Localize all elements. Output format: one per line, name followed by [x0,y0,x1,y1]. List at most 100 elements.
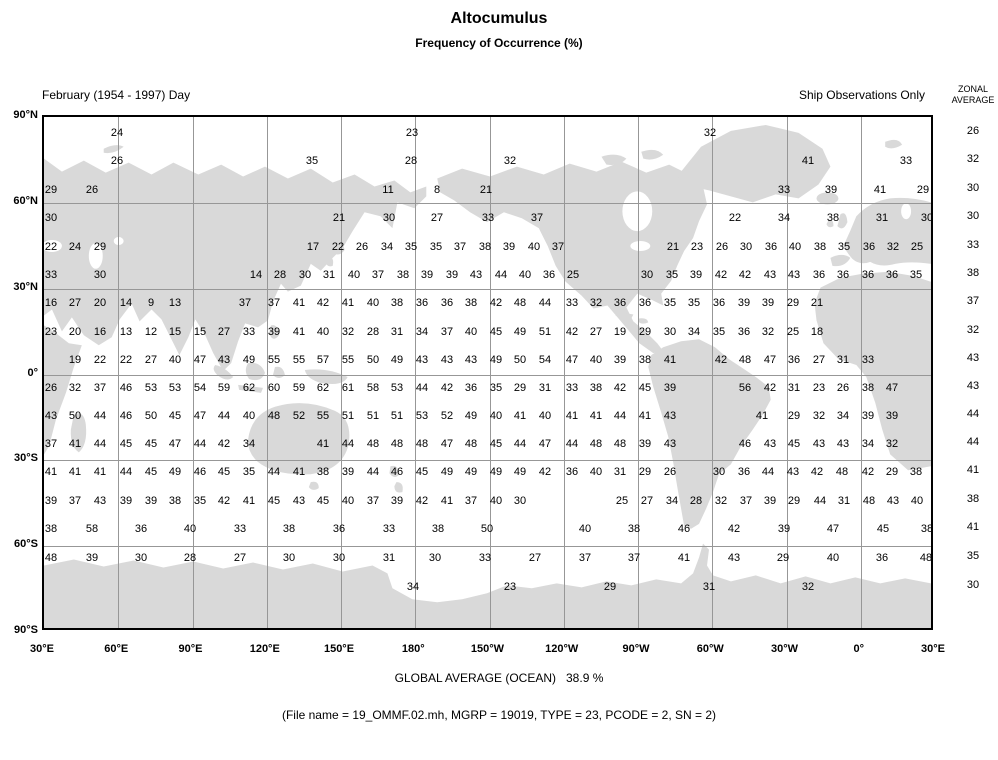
grid-value: 51 [538,326,552,338]
grid-value: 38 [396,269,410,281]
grid-value: 26 [836,382,850,394]
grid-value: 48 [366,438,380,450]
grid-value: 44 [565,438,579,450]
grid-value: 37 [440,326,454,338]
grid-value: 36 [812,269,826,281]
longitude-tick-label: 150°W [470,643,505,655]
zonal-average-value: 30 [966,210,980,222]
grid-value: 38 [589,382,603,394]
grid-value: 48 [390,438,404,450]
grid-value: 42 [565,326,579,338]
grid-value: 49 [513,326,527,338]
grid-value: 39 [390,495,404,507]
grid-value: 44 [538,297,552,309]
zonal-average-value: 37 [966,295,980,307]
grid-value: 30 [93,269,107,281]
zonal-average-value: 38 [966,493,980,505]
grid-value: 43 [663,410,677,422]
grid-value: 37 [93,382,107,394]
grid-value: 38 [282,523,296,535]
grid-value: 51 [390,410,404,422]
grid-value: 39 [144,495,158,507]
grid-value: 38 [638,354,652,366]
grid-value: 53 [168,382,182,394]
grid-value: 50 [68,410,82,422]
grid-value: 25 [615,495,629,507]
grid-value: 35 [663,297,677,309]
grid-value: 44 [93,410,107,422]
grid-value: 37 [578,552,592,564]
grid-value: 41 [242,495,256,507]
grid-value: 48 [44,552,58,564]
grid-value: 44 [119,466,133,478]
grid-value: 32 [341,326,355,338]
grid-value: 34 [687,326,701,338]
grid-value: 24 [68,241,82,253]
grid-value: 16 [44,297,58,309]
grid-value: 42 [415,495,429,507]
grid-value: 57 [316,354,330,366]
grid-value: 48 [862,495,876,507]
grid-value: 47 [440,438,454,450]
grid-value: 23 [503,581,517,593]
grid-value: 43 [440,354,454,366]
grid-value: 38 [316,466,330,478]
zonal-average-value: 33 [966,239,980,251]
grid-value: 40 [347,269,361,281]
zonal-average-value: 38 [966,267,980,279]
grid-value: 59 [217,382,231,394]
grid-value: 62 [242,382,256,394]
grid-value: 29 [638,326,652,338]
grid-value: 23 [405,127,419,139]
grid-value: 43 [812,438,826,450]
grid-value: 36 [737,466,751,478]
grid-value: 33 [565,382,579,394]
grid-value: 22 [44,241,58,253]
grid-value: 37 [739,495,753,507]
parallel-line [44,460,931,461]
grid-value: 48 [738,354,752,366]
grid-value: 46 [677,523,691,535]
grid-value: 40 [366,297,380,309]
zonal-header-line2: AVERAGE [951,95,995,105]
grid-value: 23 [812,382,826,394]
grid-value: 31 [875,212,889,224]
grid-value: 32 [761,326,775,338]
grid-value: 35 [837,241,851,253]
grid-value: 47 [193,354,207,366]
grid-value: 43 [886,495,900,507]
grid-value: 39 [638,438,652,450]
grid-value: 44 [761,466,775,478]
longitude-tick-label: 0° [853,643,865,655]
grid-value: 44 [217,410,231,422]
grid-value: 43 [727,552,741,564]
grid-value: 34 [836,410,850,422]
grid-value: 33 [481,212,495,224]
grid-value: 27 [430,212,444,224]
grid-value: 19 [68,354,82,366]
grid-value: 54 [193,382,207,394]
grid-value: 42 [217,438,231,450]
grid-value: 58 [85,523,99,535]
grid-value: 38 [168,495,182,507]
grid-value: 25 [566,269,580,281]
grid-value: 36 [415,297,429,309]
grid-value: 40 [910,495,924,507]
grid-value: 33 [233,523,247,535]
grid-value: 27 [68,297,82,309]
grid-value: 26 [355,241,369,253]
grid-value: 44 [366,466,380,478]
grid-value: 35 [687,297,701,309]
grid-value: 37 [371,269,385,281]
grid-value: 40 [183,523,197,535]
grid-value: 45 [489,326,503,338]
grid-value: 29 [93,241,107,253]
grid-value: 26 [110,155,124,167]
grid-value: 38 [431,523,445,535]
grid-value: 41 [638,410,652,422]
grid-value: 41 [801,155,815,167]
grid-value: 61 [341,382,355,394]
grid-value: 14 [249,269,263,281]
grid-value: 44 [267,466,281,478]
grid-value: 36 [787,354,801,366]
